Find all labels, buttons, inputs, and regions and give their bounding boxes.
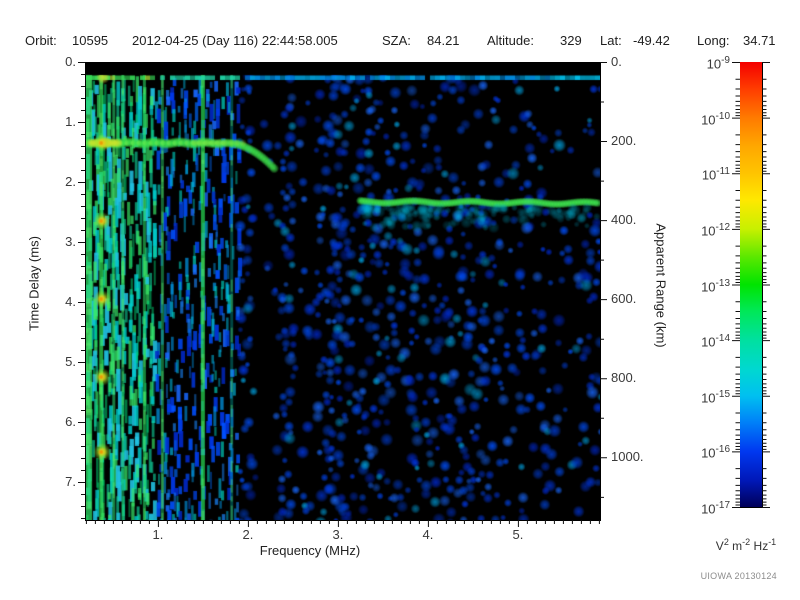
header-value-datetime: 2012-04-25 (Day 116) 22:44:58.005 xyxy=(132,33,338,48)
spectrogram-canvas xyxy=(85,62,600,520)
y-right-tick-label: 600. xyxy=(611,291,637,307)
y-right-tick-label: 400. xyxy=(611,212,637,228)
y-left-tick-label: 2. xyxy=(65,174,76,189)
colorbar-tick-label: 10-12 xyxy=(701,221,730,239)
header-label-lat: Lat: xyxy=(600,33,622,48)
header-label-altitude: Altitude: xyxy=(487,33,534,48)
right-axis-title: Apparent Range (km) xyxy=(653,223,669,348)
header-value-lat: -49.42 xyxy=(633,33,670,48)
header-value-orbit: 10595 xyxy=(72,33,109,48)
header-value-sza: 84.21 xyxy=(427,33,460,48)
y-left-tick-label: 3. xyxy=(65,234,76,249)
x-tick-label: 1. xyxy=(152,527,164,542)
y-right-tick-label: 800. xyxy=(611,370,637,386)
colorbar xyxy=(740,62,762,507)
y-right-tick-label: 0. xyxy=(611,54,622,69)
colorbar-tick-label: 10-11 xyxy=(701,166,730,183)
header-label-sza: SZA: xyxy=(382,33,411,48)
y-left-tick-label: 5. xyxy=(65,354,76,369)
colorbar-units-label: V2 m-2 Hz-1 xyxy=(715,537,777,553)
x-tick-label: 3. xyxy=(332,527,344,542)
left-axis-title: Time Delay (ms) xyxy=(26,236,42,331)
colorbar-tick-label: 10-9 xyxy=(706,55,730,72)
y-left-tick-label: 7. xyxy=(65,474,76,489)
header-value-long: 34.71 xyxy=(743,33,776,48)
colorbar-tick-label: 10-15 xyxy=(701,388,730,406)
x-tick-label: 2. xyxy=(242,527,254,542)
y-left-tick-label: 6. xyxy=(65,414,76,429)
colorbar-tick-label: 10-10 xyxy=(701,110,730,127)
colorbar-tick-label: 10-14 xyxy=(701,333,730,350)
y-left-tick-label: 1. xyxy=(65,114,76,129)
colorbar-tick-label: 10-13 xyxy=(701,277,730,294)
y-left-tick-label: 0. xyxy=(65,54,76,69)
header-label-long: Long: xyxy=(697,33,730,48)
x-axis-title: Frequency (MHz) xyxy=(259,543,361,558)
colorbar-tick-label: 10-17 xyxy=(701,500,730,517)
y-left-tick-label: 4. xyxy=(65,294,76,309)
header-label-orbit: Orbit: xyxy=(25,33,57,48)
x-tick-label: 4. xyxy=(422,527,434,542)
y-right-tick-label: 1000. xyxy=(611,449,644,465)
y-right-tick-label: 200. xyxy=(611,133,637,149)
credit-stamp: UIOWA 20130124 xyxy=(700,571,777,581)
x-tick-label: 5. xyxy=(512,527,524,542)
colorbar-tick-label: 10-16 xyxy=(701,444,730,461)
header-value-altitude: 329 xyxy=(560,33,582,48)
